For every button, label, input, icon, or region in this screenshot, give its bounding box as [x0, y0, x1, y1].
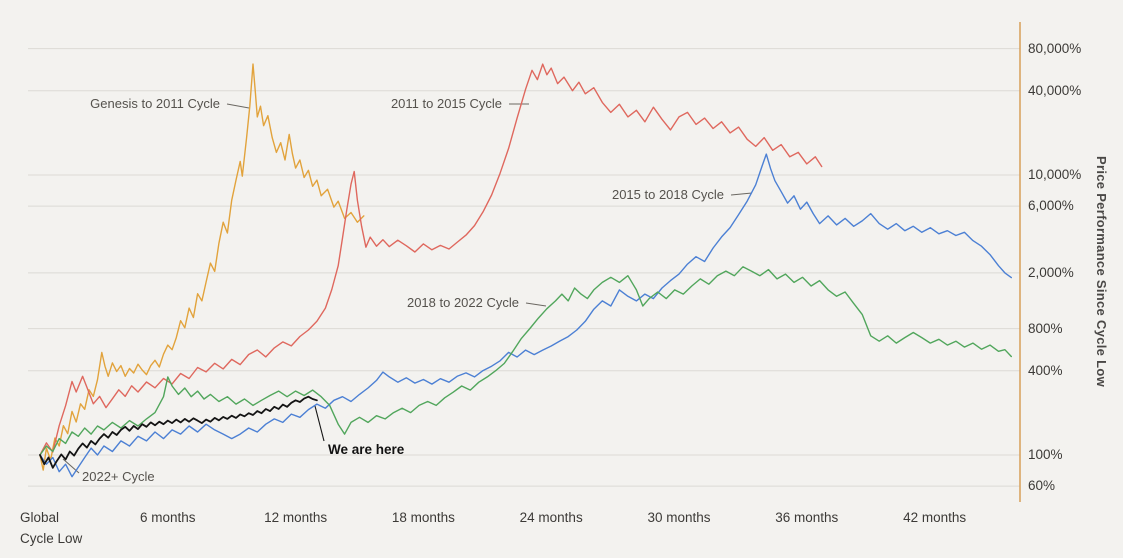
y-tick-label-2000: 2,000% [1028, 264, 1074, 280]
genesis-to-2011-label: Genesis to 2011 Cycle [90, 96, 220, 111]
series-line-genesis-to-2011 [39, 63, 365, 471]
y-tick-label-6000: 6,000% [1028, 198, 1074, 214]
x-tick-label-6-months: 6 months [140, 510, 196, 525]
genesis-to-2011-label-leader-line [226, 103, 250, 109]
2015-to-2018-label: 2015 to 2018 Cycle [611, 187, 724, 202]
y-tick-label-800: 800% [1028, 320, 1063, 336]
y-axis-title: Price Performance Since Cycle Low [1094, 156, 1109, 387]
x-tick-label-12-months: 12 months [264, 510, 328, 525]
series-line-2018-to-2022 [39, 266, 1012, 456]
we-are-here-label: We are here [328, 442, 405, 457]
we-are-here-label-leader-line [314, 405, 325, 442]
x-tick-label-30-months: 30 months [647, 510, 711, 525]
x-tick-label-24-months: 24 months [519, 510, 583, 525]
x-tick-label-18-months: 18 months [391, 510, 455, 525]
2015-to-2018-label-leader-line [730, 192, 753, 196]
y-tick-label-80000: 80,000% [1028, 40, 1082, 56]
y-tick-label-40000: 40,000% [1028, 82, 1082, 98]
series-line-2022-plus [39, 395, 318, 469]
2011-to-2015-label: 2011 to 2015 Cycle [390, 96, 502, 111]
2022-plus-label: 2022+ Cycle [82, 469, 155, 484]
y-tick-label-60: 60% [1028, 478, 1056, 494]
2018-to-2022-label-leader-line [525, 302, 547, 307]
y-tick-label-10000: 10,000% [1028, 167, 1082, 182]
series-lines [39, 63, 1012, 478]
y-tick-label-100: 100% [1028, 447, 1063, 462]
x-tick-label-42-months: 42 months [903, 510, 967, 525]
gridlines [28, 48, 1020, 487]
series-line-2015-to-2018 [39, 153, 1012, 478]
annotation-leader-lines [62, 103, 753, 474]
x-tick-label-cycle-low: Global Cycle Low [20, 510, 83, 546]
series-line-2011-to-2015 [39, 63, 823, 456]
x-tick-label-36-months: 36 months [775, 510, 839, 525]
y-tick-label-400: 400% [1028, 362, 1063, 378]
2018-to-2022-label: 2018 to 2022 Cycle [406, 295, 519, 310]
